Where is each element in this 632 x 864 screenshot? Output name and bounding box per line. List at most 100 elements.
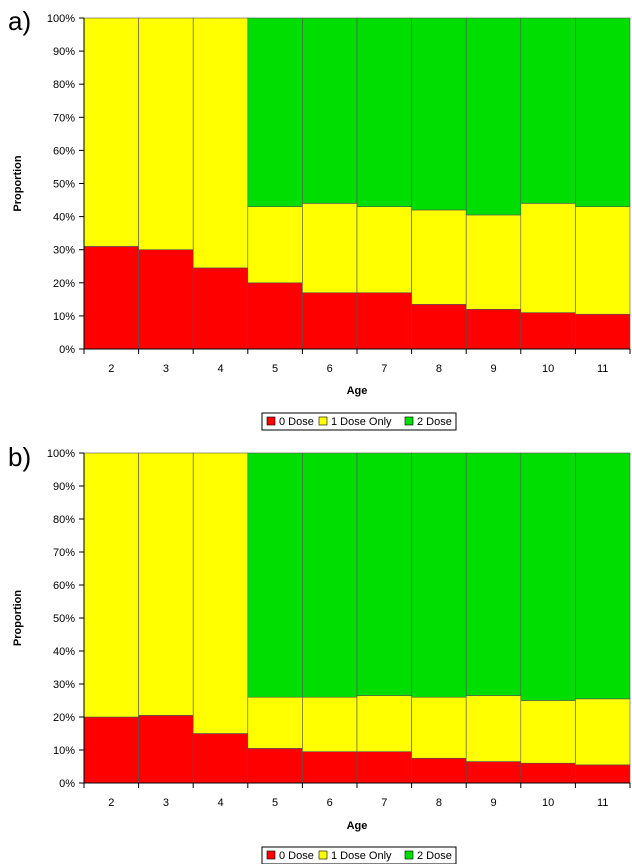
bar-segment-0-dose: [192, 733, 249, 784]
x-tick-label: 7: [381, 363, 387, 375]
legend-label: 1 Dose Only: [331, 416, 392, 428]
legend-item: 0 Dose: [266, 850, 314, 862]
y-tick-label: 10%: [53, 745, 75, 757]
legend: 0 Dose 1 Dose Only 2 Dose: [261, 846, 457, 864]
bar-segment-0-dose: [247, 748, 303, 784]
y-tick-label: 40%: [53, 646, 75, 658]
bar-segment-2-dose: [520, 452, 576, 701]
bar-segment-2-dose: [465, 452, 522, 696]
x-tick-label: 2: [108, 797, 114, 809]
y-tick-label: 50%: [53, 179, 75, 191]
y-tick-label: 90%: [53, 46, 75, 58]
bar-segment-1-dose-only: [520, 203, 576, 313]
bar-segment-1-dose-only: [465, 695, 522, 762]
bar-segment-1-dose-only: [247, 696, 303, 749]
bar-segment-1-dose-only: [138, 452, 194, 716]
bar-segment-0-dose: [575, 313, 631, 350]
x-tick-label: 5: [272, 363, 278, 375]
legend-item: 2 Dose: [404, 416, 452, 428]
x-tick-label: 8: [436, 797, 442, 809]
bar-segment-0-dose: [192, 267, 249, 350]
legend-item: 1 Dose Only: [318, 416, 392, 428]
bar-segment-1-dose-only: [192, 452, 249, 734]
x-tick-label: 6: [327, 797, 333, 809]
x-axis-title: Age: [347, 385, 368, 397]
panel-label: b): [8, 442, 31, 472]
bar-segment-2-dose: [247, 17, 303, 207]
bar-segment-2-dose: [465, 17, 522, 216]
legend-item: 2 Dose: [404, 850, 452, 862]
chart-panel-1: a) 2 3 4 5 6 7 8 9 10 11 0% 10% 20% 30% 40% 50% 60% 70% 80%…: [8, 6, 631, 431]
bar-segment-1-dose-only: [83, 17, 139, 247]
bar-segment-0-dose: [356, 292, 412, 350]
bar-segment-2-dose: [411, 452, 467, 698]
x-tick-label: 10: [542, 363, 554, 375]
y-axis-title: Proportion: [12, 590, 24, 646]
y-tick-label: 10%: [53, 311, 75, 323]
bar-segment-1-dose-only: [247, 206, 303, 284]
legend-swatch: [404, 416, 414, 426]
bar-segment-2-dose: [520, 17, 576, 204]
legend: 0 Dose 1 Dose Only 2 Dose: [261, 412, 457, 431]
y-tick-label: 0%: [59, 344, 75, 356]
chart-panel-2: b) 2 3 4 5 6 7 8 9 10 11 0% 10% 20% 30% 40% 50% 60% 70% 80%…: [8, 442, 631, 864]
bar-segment-0-dose: [465, 761, 522, 784]
bar-segment-0-dose: [302, 751, 358, 784]
x-tick-label: 7: [381, 797, 387, 809]
bar-segment-1-dose-only: [575, 698, 631, 766]
x-tick-label: 3: [163, 797, 169, 809]
bar-segment-2-dose: [411, 17, 467, 211]
bar-segment-0-dose: [83, 246, 139, 350]
bar-segment-0-dose: [138, 249, 194, 350]
bar-segment-0-dose: [302, 292, 358, 350]
y-tick-label: 80%: [53, 79, 75, 91]
bar-segment-0-dose: [83, 716, 139, 784]
bar-segment-0-dose: [247, 282, 303, 350]
bar-segment-1-dose-only: [520, 700, 576, 764]
bar-segment-0-dose: [411, 304, 467, 350]
bar-segment-2-dose: [575, 452, 631, 700]
y-tick-label: 0%: [59, 778, 75, 790]
panel-label: a): [8, 6, 31, 36]
x-tick-label: 8: [436, 363, 442, 375]
legend-swatch: [404, 850, 414, 860]
bar-segment-1-dose-only: [138, 17, 194, 250]
legend-label: 1 Dose Only: [331, 850, 392, 862]
x-tick-label: 6: [327, 363, 333, 375]
bar-segment-1-dose-only: [302, 696, 358, 752]
bar-segment-0-dose: [520, 762, 576, 784]
y-tick-label: 30%: [53, 245, 75, 257]
bar-segment-0-dose: [411, 757, 467, 784]
bar-segment-1-dose-only: [302, 203, 358, 294]
bar-segment-2-dose: [302, 452, 358, 698]
x-tick-label: 9: [490, 363, 496, 375]
y-tick-label: 70%: [53, 112, 75, 124]
legend-swatch: [318, 850, 328, 860]
bar-segment-0-dose: [356, 751, 412, 784]
legend-swatch: [266, 416, 276, 426]
y-tick-label: 30%: [53, 679, 75, 691]
legend-item: 1 Dose Only: [318, 850, 392, 862]
x-tick-label: 4: [217, 363, 223, 375]
x-tick-label: 10: [542, 797, 554, 809]
bar-segment-1-dose-only: [411, 209, 467, 305]
x-tick-label: 2: [108, 363, 114, 375]
x-tick-label: 11: [597, 797, 608, 809]
x-tick-label: 4: [217, 797, 223, 809]
bar-segment-1-dose-only: [356, 206, 412, 294]
bar-segment-1-dose-only: [83, 452, 139, 718]
bar-segment-0-dose: [575, 764, 631, 784]
bar-segment-1-dose-only: [356, 695, 412, 752]
y-tick-label: 80%: [53, 514, 75, 526]
legend-label: 2 Dose: [417, 850, 452, 862]
y-tick-label: 100%: [47, 448, 75, 460]
bar-segment-0-dose: [520, 312, 576, 350]
y-axis-title: Proportion: [12, 155, 24, 211]
bar-segment-1-dose-only: [192, 17, 249, 269]
y-tick-label: 20%: [53, 712, 75, 724]
y-tick-label: 40%: [53, 212, 75, 224]
x-tick-label: 3: [163, 363, 169, 375]
x-tick-label: 9: [490, 797, 496, 809]
bar-segment-2-dose: [302, 17, 358, 204]
